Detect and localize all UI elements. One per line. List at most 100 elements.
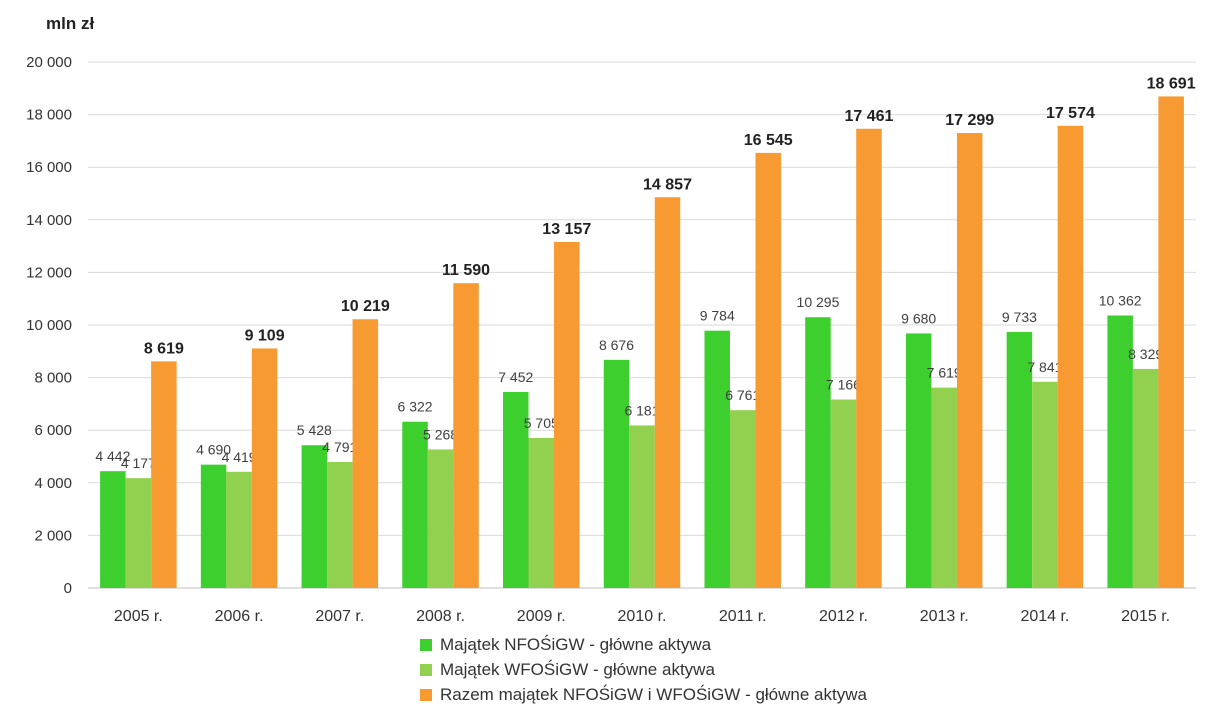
x-tick-label: 2013 r. — [920, 608, 969, 625]
bar — [805, 317, 831, 588]
bar — [554, 241, 580, 589]
bar — [1107, 315, 1133, 588]
bar — [654, 197, 681, 588]
bar-chart: 0 2 000 4 000 6 000 8 000 10 000 12 000 14 000 1… — [26, 54, 1196, 625]
data-label: 17 461 — [844, 108, 893, 125]
data-label: 7 452 — [498, 369, 533, 385]
bar — [956, 133, 983, 588]
legend: Majątek NFOŚiGW - główne aktywa Majątek … — [420, 632, 867, 707]
data-label: 4 419 — [222, 449, 257, 465]
data-label: 4 177 — [121, 455, 156, 471]
x-tick-label: 2011 r. — [719, 608, 767, 625]
data-label: 5 268 — [423, 426, 458, 442]
data-label: 9 680 — [901, 310, 936, 326]
bar — [301, 445, 328, 588]
bar — [603, 359, 630, 588]
data-label: 5 428 — [297, 422, 332, 438]
data-label: 6 322 — [398, 399, 433, 415]
bar — [1057, 125, 1084, 588]
data-label: 5 705 — [524, 415, 559, 431]
bar — [830, 399, 857, 588]
y-tick-label: 8 000 — [34, 370, 72, 387]
bar — [125, 478, 152, 588]
y-tick-label: 16 000 — [26, 159, 72, 176]
bar — [629, 425, 655, 588]
bar — [905, 333, 932, 588]
bar — [226, 471, 252, 588]
data-label: 7 619 — [927, 365, 962, 381]
bar — [503, 392, 529, 588]
bar — [151, 361, 177, 588]
data-label: 18 691 — [1147, 75, 1196, 92]
y-tick-label: 4 000 — [34, 475, 72, 492]
bar — [251, 348, 278, 588]
bar — [100, 471, 126, 588]
y-tick-label: 14 000 — [26, 212, 72, 229]
y-tick-label: 18 000 — [26, 107, 72, 124]
legend-label-total: Razem majątek NFOŚiGW i WFOŚiGW - główne… — [440, 684, 867, 704]
data-label: 7 166 — [826, 377, 861, 393]
bar — [856, 128, 882, 588]
legend-item-total: Razem majątek NFOŚiGW i WFOŚiGW - główne… — [420, 682, 867, 707]
bar — [1132, 368, 1159, 588]
bar — [1032, 381, 1058, 588]
y-tick-label: 6 000 — [34, 422, 72, 439]
bar — [931, 387, 957, 588]
bar — [704, 330, 730, 588]
data-label: 16 545 — [744, 132, 793, 149]
data-label: 17 299 — [945, 112, 994, 129]
bar — [402, 421, 428, 588]
x-tick-label: 2005 r. — [114, 608, 163, 625]
data-label: 4 791 — [322, 439, 357, 455]
data-label: 6 181 — [624, 402, 659, 418]
y-tick-label: 2 000 — [34, 527, 72, 544]
x-tick-label: 2006 r. — [215, 608, 264, 625]
data-label: 13 157 — [542, 221, 591, 238]
bar — [755, 152, 781, 588]
data-label: 14 857 — [643, 176, 692, 193]
legend-label-nfosigw: Majątek NFOŚiGW - główne aktywa — [440, 634, 712, 654]
bar — [1158, 96, 1184, 588]
data-label: 9 733 — [1002, 309, 1037, 325]
data-label: 9 784 — [700, 308, 735, 324]
data-label: 7 841 — [1027, 359, 1062, 375]
data-label: 8 676 — [599, 337, 634, 353]
x-tick-label: 2015 r. — [1121, 608, 1170, 625]
data-label: 17 574 — [1046, 105, 1095, 122]
data-label: 9 109 — [245, 327, 285, 344]
legend-swatch-wfosigw — [420, 663, 432, 676]
data-label: 4 442 — [95, 448, 130, 464]
bar — [327, 461, 353, 588]
data-label: 10 219 — [341, 298, 390, 315]
legend-label-wfosigw: Majątek WFOŚiGW - główne aktywa — [440, 659, 715, 679]
data-label: 4 690 — [196, 442, 231, 458]
x-tick-label: 2012 r. — [819, 608, 868, 625]
x-tick-label: 2009 r. — [517, 608, 566, 625]
x-tick-label: 2008 r. — [416, 608, 465, 625]
bar — [352, 319, 379, 588]
data-label: 11 590 — [442, 262, 490, 279]
y-axis-unit-label: mln zł — [46, 14, 95, 33]
legend-item-nfosigw: Majątek NFOŚiGW - główne aktywa — [420, 632, 867, 657]
x-tick-label: 2010 r. — [618, 608, 667, 625]
bar — [427, 449, 454, 588]
bar — [729, 410, 756, 588]
y-tick-label: 0 — [64, 580, 72, 597]
bar — [528, 437, 555, 588]
legend-item-wfosigw: Majątek WFOŚiGW - główne aktywa — [420, 657, 867, 682]
bar — [453, 283, 479, 588]
y-tick-label: 10 000 — [26, 317, 72, 334]
data-label: 10 295 — [797, 294, 840, 310]
data-label: 8 619 — [144, 340, 184, 357]
bar — [1006, 332, 1033, 588]
data-label: 8 329 — [1128, 346, 1163, 362]
y-tick-label: 12 000 — [26, 264, 72, 281]
legend-swatch-total — [420, 688, 432, 701]
y-tick-label: 20 000 — [26, 54, 72, 71]
x-tick-label: 2014 r. — [1020, 608, 1069, 625]
data-label: 6 761 — [725, 387, 760, 403]
legend-swatch-nfosigw — [420, 638, 432, 651]
x-tick-label: 2007 r. — [315, 608, 364, 625]
bar — [200, 464, 227, 588]
data-label: 10 362 — [1099, 292, 1142, 308]
